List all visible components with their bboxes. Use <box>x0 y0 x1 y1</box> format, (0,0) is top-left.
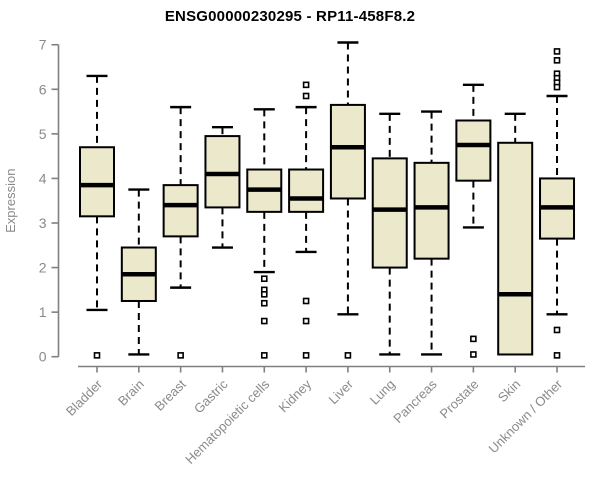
svg-text:Gastric: Gastric <box>191 376 231 416</box>
svg-text:Liver: Liver <box>326 376 357 407</box>
svg-text:5: 5 <box>39 126 47 142</box>
svg-text:Bladder: Bladder <box>63 376 106 419</box>
svg-text:7: 7 <box>39 37 47 53</box>
svg-text:4: 4 <box>39 170 47 186</box>
svg-text:0: 0 <box>39 349 47 365</box>
svg-text:1: 1 <box>39 304 47 320</box>
svg-text:Unknown / Other: Unknown / Other <box>486 376 566 456</box>
svg-text:Breast: Breast <box>152 376 189 413</box>
svg-text:Brain: Brain <box>115 377 147 409</box>
svg-text:6: 6 <box>39 81 47 97</box>
svg-text:Kidney: Kidney <box>276 376 315 415</box>
svg-text:Expression: Expression <box>3 169 18 233</box>
svg-text:Lung: Lung <box>367 377 398 408</box>
svg-text:2: 2 <box>39 260 47 276</box>
svg-text:Prostate: Prostate <box>437 377 482 422</box>
svg-text:Skin: Skin <box>495 377 523 405</box>
svg-text:3: 3 <box>39 215 47 231</box>
chart-title: ENSG00000230295 - RP11-458F8.2 <box>164 8 416 25</box>
svg-text:Pancreas: Pancreas <box>390 376 440 426</box>
